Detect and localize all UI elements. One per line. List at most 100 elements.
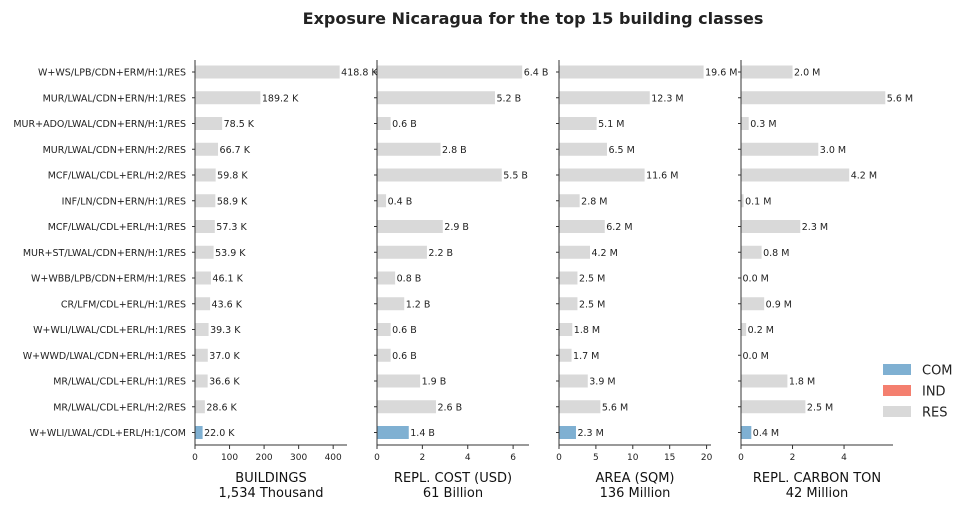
category-label: W+WLI/LWAL/CDL+ERL/H:1/RES <box>33 325 186 336</box>
x-axis-total: 61 Billion <box>423 486 483 501</box>
category-label: W+WWD/LWAL/CDN+ERL/H:1/RES <box>23 351 186 362</box>
data-label: 58.9 K <box>217 196 248 207</box>
x-tick-label: 6 <box>510 453 516 463</box>
x-axis-total: 1,534 Thousand <box>219 486 324 501</box>
x-tick-label: 20 <box>701 453 713 463</box>
x-tick-label: 200 <box>255 453 272 463</box>
bar <box>377 374 421 388</box>
bar <box>559 271 578 285</box>
bar <box>195 245 214 259</box>
panel-4: 2.0 M 5.6 M 0.3 M 3.0 M 4.2 M 0.1 M 2.3 M 0.8 M… <box>738 60 913 501</box>
bar <box>195 271 211 285</box>
data-label: 0.4 B <box>388 196 413 207</box>
data-label: 418.8 K <box>341 68 378 79</box>
data-label: 2.9 B <box>444 222 469 233</box>
data-label: 0.6 B <box>392 351 417 362</box>
category-label: MR/LWAL/CDL+ERL/H:1/RES <box>53 377 186 388</box>
x-tick-label: 4 <box>841 453 847 463</box>
bar <box>377 65 523 79</box>
bar <box>377 194 387 208</box>
bar <box>377 142 441 156</box>
x-axis-label: BUILDINGS <box>235 471 306 486</box>
data-label: 0.9 M <box>766 299 792 310</box>
x-tick-label: 4 <box>465 453 471 463</box>
data-label: 39.3 K <box>210 325 241 336</box>
bar <box>559 142 607 156</box>
category-label: MUR+ADO/LWAL/CDN+ERN/H:1/RES <box>13 119 186 130</box>
data-label: 2.5 M <box>579 299 605 310</box>
data-label: 59.8 K <box>217 171 248 182</box>
data-label: 1.7 M <box>573 351 599 362</box>
data-label: 0.3 M <box>750 119 776 130</box>
bar <box>559 400 601 414</box>
data-label: 53.9 K <box>215 248 246 259</box>
data-label: 46.1 K <box>212 274 243 285</box>
data-label: 22.0 K <box>204 428 235 439</box>
bar <box>559 168 645 182</box>
data-label: 5.1 M <box>598 119 624 130</box>
data-label: 12.3 M <box>651 93 683 104</box>
data-label: 78.5 K <box>224 119 255 130</box>
bar <box>195 65 340 79</box>
data-label: 5.2 B <box>496 93 521 104</box>
data-label: 3.0 M <box>820 145 846 156</box>
bar <box>377 168 502 182</box>
bar <box>377 400 436 414</box>
bar <box>559 297 578 311</box>
bar <box>559 374 588 388</box>
data-label: 0.8 M <box>763 248 789 259</box>
data-label: 2.5 M <box>807 402 833 413</box>
bar <box>195 142 219 156</box>
x-tick-label: 10 <box>627 453 639 463</box>
x-axis-label: REPL. CARBON TON <box>753 471 881 486</box>
x-axis-total: 42 Million <box>786 486 849 501</box>
x-axis-total: 136 Million <box>600 486 671 501</box>
bar <box>195 297 211 311</box>
bar <box>195 323 209 336</box>
bar <box>377 297 405 311</box>
data-label: 2.5 M <box>579 274 605 285</box>
bar <box>559 194 580 208</box>
x-tick-label: 0 <box>738 453 744 463</box>
bar <box>195 220 215 233</box>
bar <box>377 245 427 259</box>
x-axis-label: AREA (SQM) <box>595 471 674 486</box>
data-label: 5.5 B <box>503 171 528 182</box>
bar <box>741 426 752 439</box>
data-label: 28.6 K <box>206 402 237 413</box>
x-tick-label: 0 <box>556 453 562 463</box>
bar <box>559 348 572 362</box>
data-label: 2.6 B <box>437 402 462 413</box>
bar <box>741 65 793 79</box>
bar <box>377 91 495 105</box>
data-label: 0.1 M <box>745 196 771 207</box>
bar <box>559 65 704 79</box>
legend-swatch-ind <box>883 385 911 396</box>
data-label: 0.8 B <box>397 274 422 285</box>
data-label: 5.6 M <box>887 93 913 104</box>
bar <box>195 374 208 388</box>
data-label: 0.2 M <box>748 325 774 336</box>
x-tick-label: 300 <box>290 453 307 463</box>
bar <box>741 117 749 130</box>
bar <box>741 374 788 388</box>
data-label: 1.8 M <box>574 325 600 336</box>
category-label: W+WBB/LPB/CDN+ERM/H:1/RES <box>31 274 186 285</box>
data-label: 43.6 K <box>212 299 243 310</box>
bar <box>377 117 391 130</box>
category-label: INF/LN/CDN+ERN/H:1/RES <box>62 196 186 207</box>
bar <box>559 323 573 336</box>
data-label: 0.0 M <box>743 351 769 362</box>
data-label: 189.2 K <box>262 93 299 104</box>
category-label: MUR/LWAL/CDN+ERN/H:1/RES <box>43 93 186 104</box>
bar <box>195 348 208 362</box>
data-label: 3.9 M <box>589 377 615 388</box>
data-label: 2.8 M <box>581 196 607 207</box>
panel-3: 19.6 M 12.3 M 5.1 M 6.5 M 11.6 M 2.8 M 6.2 M 4.… <box>556 60 737 501</box>
bar <box>559 117 597 130</box>
data-label: 19.6 M <box>705 68 737 79</box>
data-label: 1.9 B <box>422 377 447 388</box>
panels: 418.8 K 189.2 K 78.5 K 66.7 K 59.8 K 58.9 K 57… <box>13 60 913 501</box>
x-tick-label: 2 <box>420 453 426 463</box>
